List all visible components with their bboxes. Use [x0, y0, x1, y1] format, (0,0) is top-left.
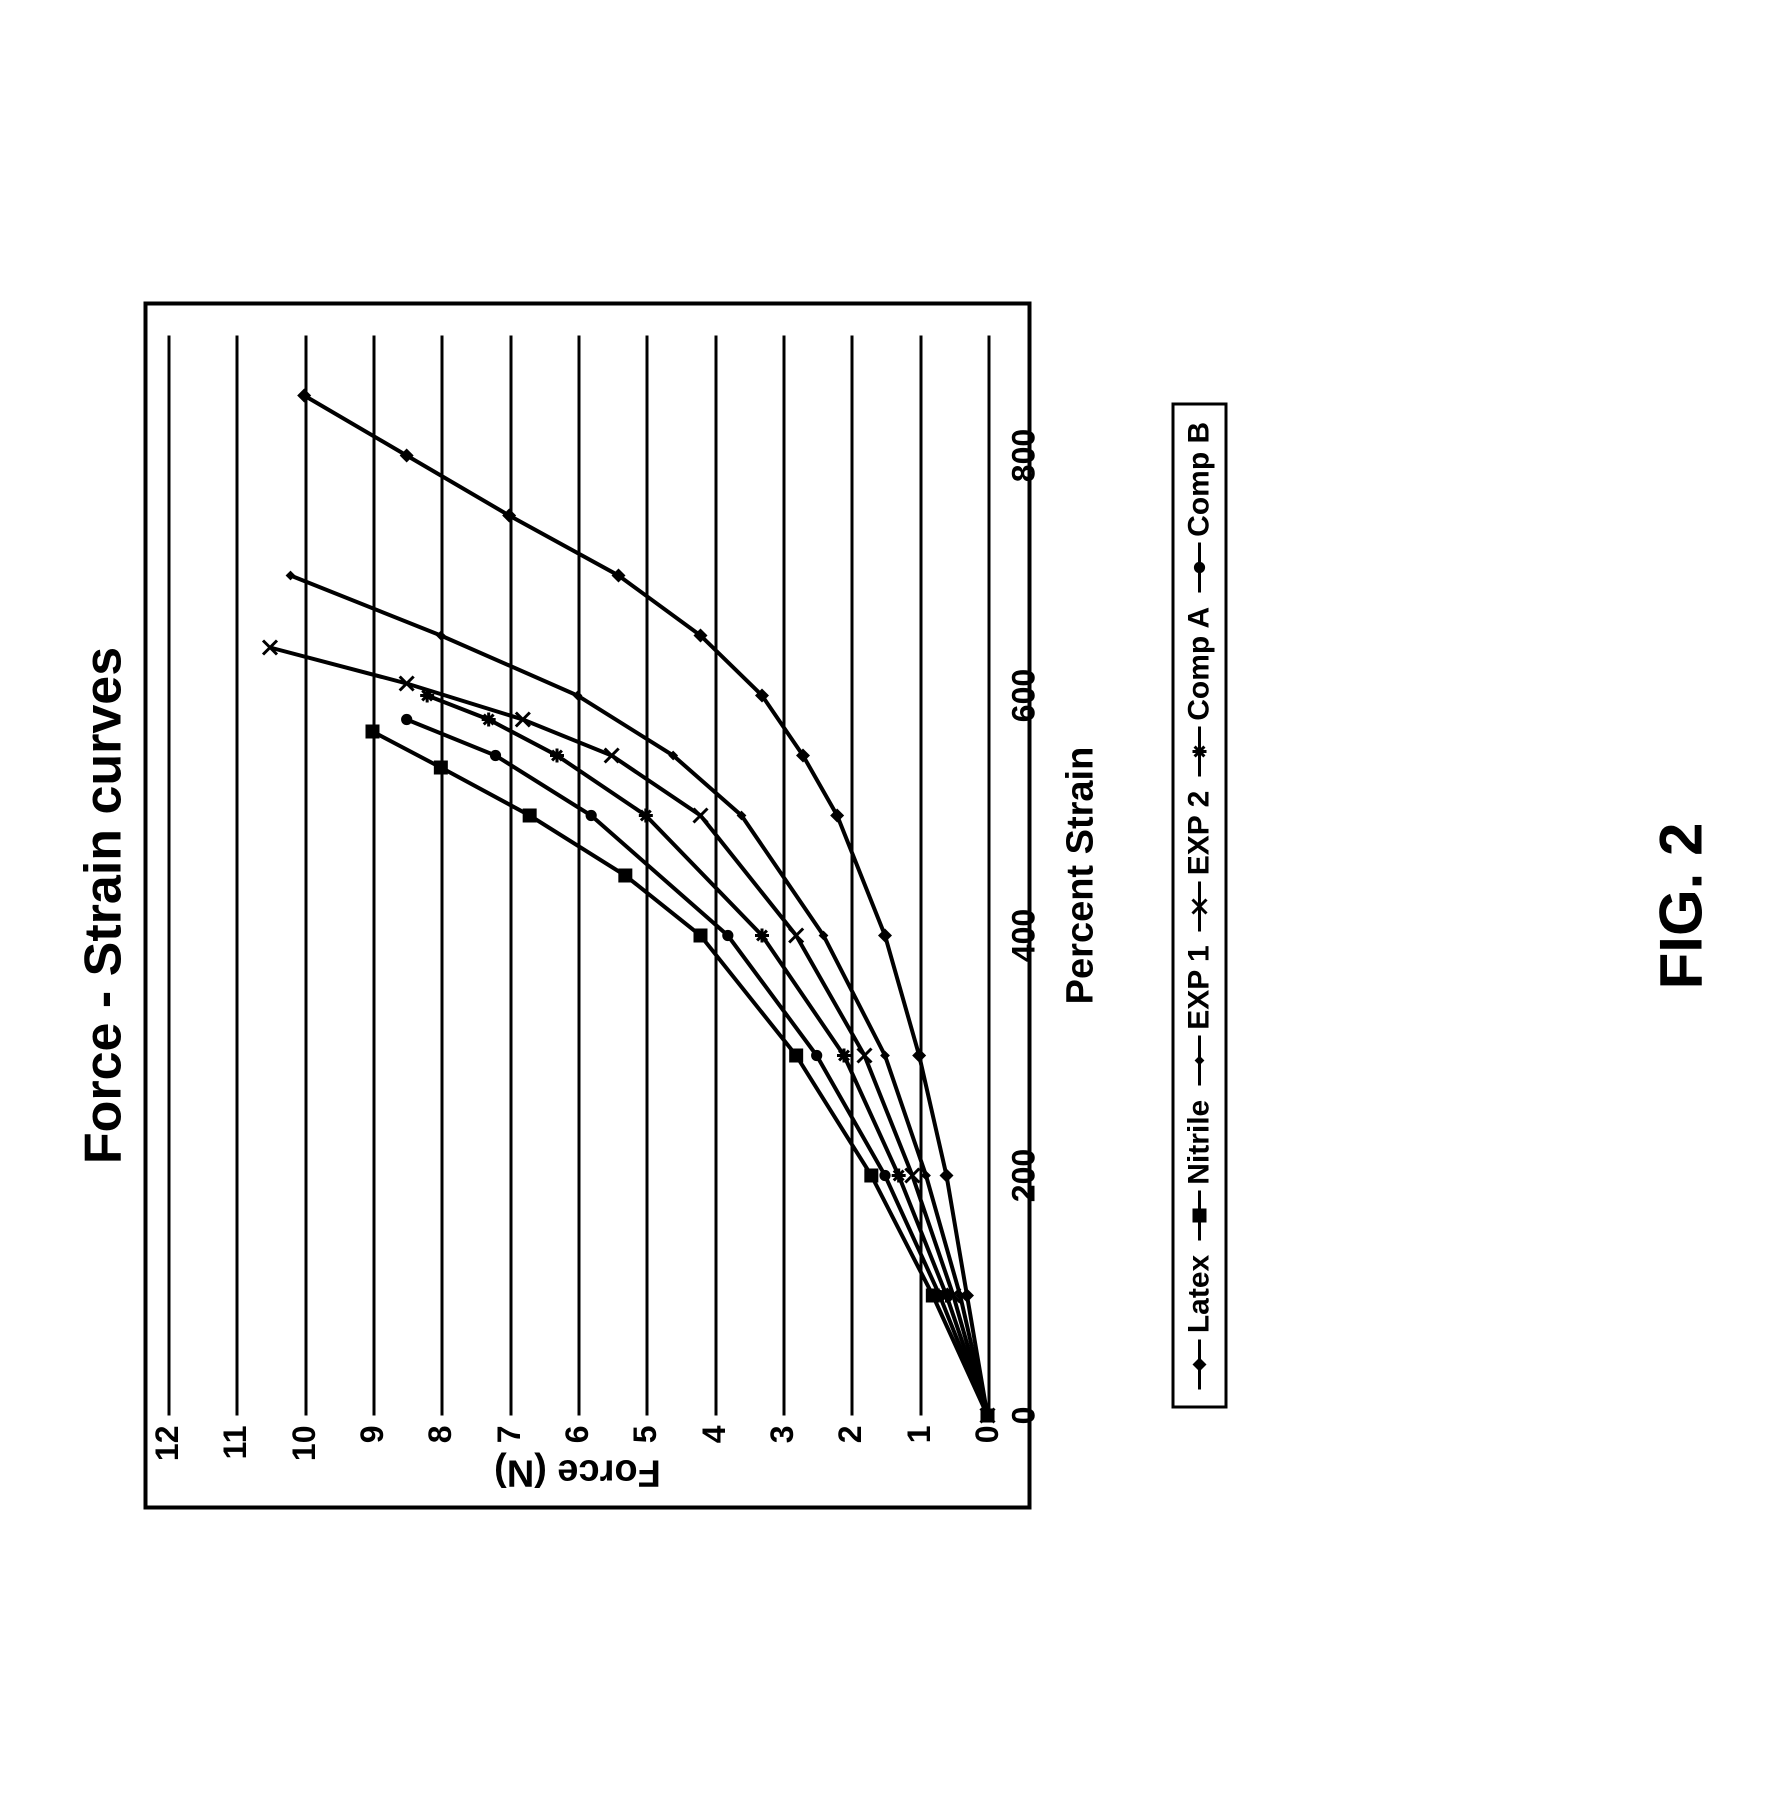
x-tick-label: 400 — [1006, 909, 1043, 962]
marker-circle — [490, 750, 501, 761]
y-tick-label: 7 — [491, 1426, 528, 1486]
x-tick-label: 0 — [1006, 1407, 1043, 1425]
gridline — [783, 336, 786, 1416]
legend-item-latex: Latex — [1183, 1255, 1217, 1389]
marker-square — [789, 1049, 803, 1063]
marker-square — [864, 1169, 878, 1183]
gridline — [714, 336, 717, 1416]
y-tick-label: 4 — [696, 1426, 733, 1486]
gridline — [236, 336, 239, 1416]
y-tick-label: 10 — [286, 1426, 323, 1486]
legend-label: Latex — [1183, 1255, 1217, 1333]
gridline — [304, 336, 307, 1416]
x-axis-label: Percent Strain — [1060, 747, 1103, 1005]
y-tick-label: 11 — [217, 1426, 254, 1486]
legend-item-comp-a: Comp A — [1183, 607, 1217, 777]
plot-area: Force (N) Percent Strain 012345678910111… — [168, 336, 988, 1416]
marker-asterisk — [420, 689, 434, 703]
y-tick-label: 9 — [354, 1426, 391, 1486]
y-tick-label: 3 — [764, 1426, 801, 1486]
marker-x — [694, 809, 708, 823]
marker-circle — [879, 1170, 890, 1181]
legend-label: EXP 1 — [1183, 945, 1217, 1030]
gridline — [851, 336, 854, 1416]
legend-marker-icon — [1188, 543, 1212, 593]
marker-x — [789, 929, 803, 943]
y-tick-label: 0 — [969, 1426, 1006, 1486]
y-tick-label: 6 — [559, 1426, 596, 1486]
legend-marker-icon — [1188, 1191, 1212, 1241]
x-tick-label: 200 — [1006, 1149, 1043, 1202]
gridline — [441, 336, 444, 1416]
y-tick-label: 12 — [149, 1426, 186, 1486]
marker-circle — [934, 1290, 945, 1301]
marker-diamond — [878, 929, 892, 943]
legend-item-exp-1: EXP 1 — [1183, 945, 1217, 1086]
gridline — [373, 336, 376, 1416]
marker-diamond-small — [921, 1171, 931, 1181]
marker-diamond — [940, 1169, 954, 1183]
gridline — [578, 336, 581, 1416]
gridline — [168, 336, 171, 1416]
series-line-comp-b — [407, 720, 988, 1416]
gridline — [988, 336, 991, 1416]
chart-title: Force - Strain curves — [74, 647, 134, 1164]
y-tick-label: 2 — [832, 1426, 869, 1486]
figure-page: Force - Strain curves Force (N) Percent … — [24, 57, 1756, 1756]
gridline — [509, 336, 512, 1416]
x-tick-label: 600 — [1006, 669, 1043, 722]
series-line-exp-1 — [291, 576, 988, 1416]
figure-label: FIG. 2 — [1647, 823, 1716, 990]
legend-item-nitrile: Nitrile — [1183, 1100, 1217, 1241]
legend-label: Comp A — [1183, 607, 1217, 721]
chart-frame: Force (N) Percent Strain 012345678910111… — [144, 302, 1032, 1510]
marker-asterisk — [892, 1169, 906, 1183]
gridline — [919, 336, 922, 1416]
chart-container: Force - Strain curves Force (N) Percent … — [74, 256, 1274, 1556]
legend-marker-icon — [1188, 1036, 1212, 1086]
legend-item-exp-2: EXP 2 — [1183, 791, 1217, 932]
legend-label: Comp B — [1183, 422, 1217, 537]
legend-marker-icon — [1188, 1339, 1212, 1389]
marker-square — [523, 809, 537, 823]
marker-square — [694, 929, 708, 943]
marker-square — [618, 869, 632, 883]
marker-circle — [401, 714, 412, 725]
y-tick-label: 8 — [422, 1426, 459, 1486]
series-line-exp-2 — [270, 648, 988, 1416]
chart-legend: Latex Nitrile EXP 1 EXP 2 Comp A Comp B — [1172, 403, 1228, 1408]
marker-circle — [811, 1050, 822, 1061]
legend-label: Nitrile — [1183, 1100, 1217, 1185]
gridline — [646, 336, 649, 1416]
y-tick-label: 5 — [627, 1426, 664, 1486]
legend-marker-icon — [1188, 881, 1212, 931]
marker-circle — [722, 930, 733, 941]
legend-item-comp-b: Comp B — [1183, 422, 1217, 593]
marker-asterisk — [482, 713, 496, 727]
legend-marker-icon — [1188, 727, 1212, 777]
series-line-nitrile — [373, 732, 988, 1416]
marker-circle — [586, 810, 597, 821]
y-tick-label: 1 — [901, 1426, 938, 1486]
legend-label: EXP 2 — [1183, 791, 1217, 876]
x-tick-label: 800 — [1006, 429, 1043, 482]
